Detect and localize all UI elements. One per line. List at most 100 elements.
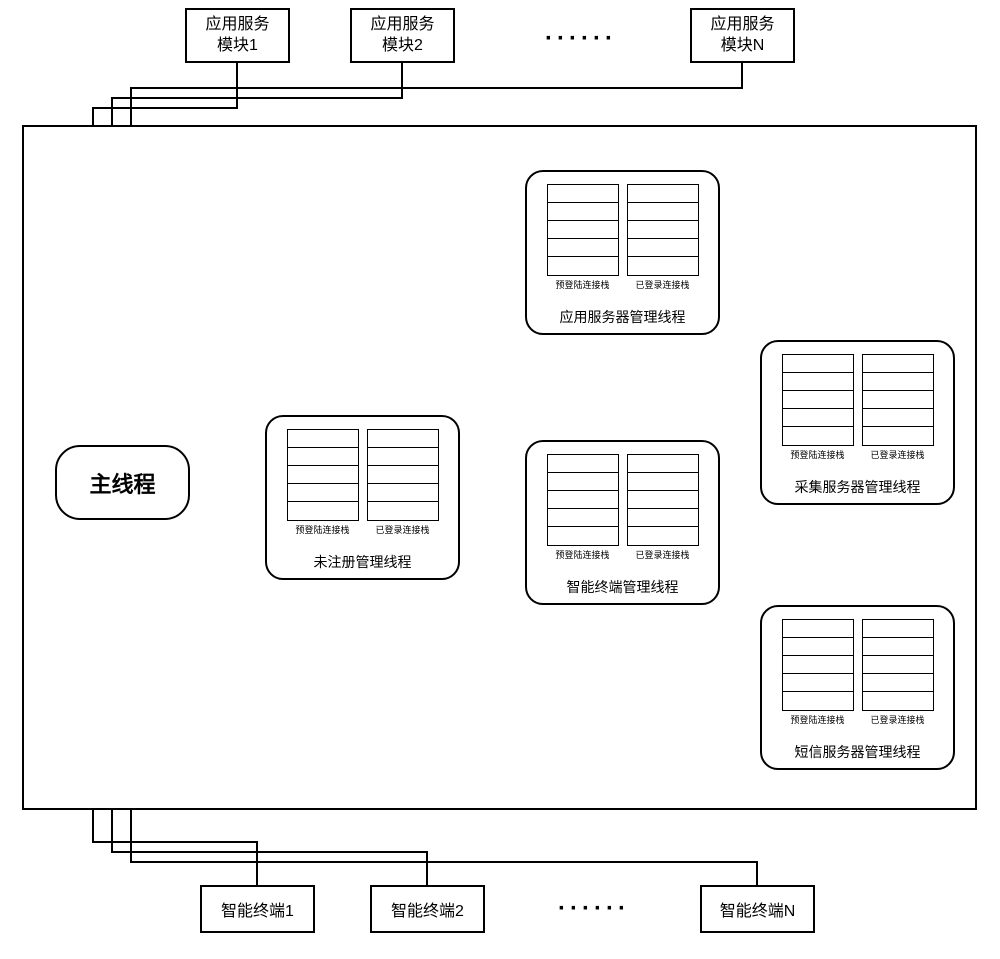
stack-row [288, 484, 358, 502]
stack-right [862, 354, 934, 446]
stack-row [548, 203, 618, 221]
stack-row [548, 239, 618, 257]
stack-col-left: 预登陆连接栈 [287, 429, 359, 536]
stack-row [368, 484, 438, 502]
stack-row [288, 466, 358, 484]
stack-pair: 预登陆连接栈已登录连接栈 [527, 454, 718, 561]
app-service-module-3: 应用服务 模块N [690, 8, 795, 63]
thread-label: 应用服务器管理线程 [527, 307, 718, 327]
stack-col-right: 已登录连接栈 [367, 429, 439, 536]
stack-row [628, 491, 698, 509]
app-service-module-1: 应用服务 模块1 [185, 8, 290, 63]
stack-col-right: 已登录连接栈 [627, 184, 699, 291]
stack-col-left: 预登陆连接栈 [547, 184, 619, 291]
stack-row [863, 674, 933, 692]
stack-row [288, 502, 358, 520]
smart-terminal-1: 智能终端1 [200, 885, 315, 933]
stack-right [627, 454, 699, 546]
thread-label: 智能终端管理线程 [527, 577, 718, 597]
stack-row [548, 257, 618, 275]
stack-row [548, 221, 618, 239]
stack-row [863, 373, 933, 391]
stack-row [288, 430, 358, 448]
stack-label-left: 预登陆连接栈 [547, 278, 619, 291]
stack-pair: 预登陆连接栈已登录连接栈 [762, 619, 953, 726]
stack-row [783, 656, 853, 674]
stack-row [548, 455, 618, 473]
app-service-module-2: 应用服务 模块2 [350, 8, 455, 63]
stack-row [863, 409, 933, 427]
stack-pair: 预登陆连接栈已登录连接栈 [762, 354, 953, 461]
stack-row [863, 391, 933, 409]
stack-row [628, 185, 698, 203]
stack-label-right: 已登录连接栈 [367, 523, 439, 536]
stack-right [627, 184, 699, 276]
stack-row [863, 692, 933, 710]
stack-row [783, 373, 853, 391]
stack-pair: 预登陆连接栈已登录连接栈 [267, 429, 458, 536]
stack-left [782, 619, 854, 711]
stack-row [548, 491, 618, 509]
stack-row [783, 355, 853, 373]
stack-row [548, 509, 618, 527]
stack-row [628, 239, 698, 257]
stack-row [628, 221, 698, 239]
stack-label-left: 预登陆连接栈 [287, 523, 359, 536]
smart-terminal-3: 智能终端N [700, 885, 815, 933]
stack-left [287, 429, 359, 521]
stack-row [628, 203, 698, 221]
thread-smart: 预登陆连接栈已登录连接栈智能终端管理线程 [525, 440, 720, 605]
stack-row [863, 620, 933, 638]
stack-row [783, 620, 853, 638]
stack-col-right: 已登录连接栈 [862, 619, 934, 726]
stack-row [368, 448, 438, 466]
stack-right [367, 429, 439, 521]
bottom-ellipsis: ······ [558, 895, 630, 923]
stack-left [547, 454, 619, 546]
stack-row [783, 409, 853, 427]
thread-label: 未注册管理线程 [267, 552, 458, 572]
stack-left [782, 354, 854, 446]
stack-row [548, 473, 618, 491]
stack-row [628, 527, 698, 545]
stack-right [862, 619, 934, 711]
stack-row [368, 502, 438, 520]
stack-label-left: 预登陆连接栈 [782, 448, 854, 461]
thread-collect: 预登陆连接栈已登录连接栈采集服务器管理线程 [760, 340, 955, 505]
stack-left [547, 184, 619, 276]
main-thread: 主线程 [55, 445, 190, 520]
stack-label-right: 已登录连接栈 [627, 278, 699, 291]
stack-col-left: 预登陆连接栈 [547, 454, 619, 561]
stack-row [628, 509, 698, 527]
stack-row [863, 427, 933, 445]
stack-row [783, 674, 853, 692]
smart-terminal-2: 智能终端2 [370, 885, 485, 933]
thread-label: 采集服务器管理线程 [762, 477, 953, 497]
stack-row [628, 473, 698, 491]
stack-row [863, 638, 933, 656]
thread-sms: 预登陆连接栈已登录连接栈短信服务器管理线程 [760, 605, 955, 770]
stack-label-left: 预登陆连接栈 [782, 713, 854, 726]
stack-row [863, 656, 933, 674]
thread-app: 预登陆连接栈已登录连接栈应用服务器管理线程 [525, 170, 720, 335]
stack-col-right: 已登录连接栈 [862, 354, 934, 461]
stack-row [628, 455, 698, 473]
stack-label-left: 预登陆连接栈 [547, 548, 619, 561]
thread-unreg: 预登陆连接栈已登录连接栈未注册管理线程 [265, 415, 460, 580]
stack-pair: 预登陆连接栈已登录连接栈 [527, 184, 718, 291]
stack-col-left: 预登陆连接栈 [782, 354, 854, 461]
stack-col-right: 已登录连接栈 [627, 454, 699, 561]
stack-row [548, 185, 618, 203]
stack-row [783, 391, 853, 409]
stack-row [783, 638, 853, 656]
top-ellipsis: ······ [545, 25, 617, 53]
thread-label: 短信服务器管理线程 [762, 742, 953, 762]
stack-row [628, 257, 698, 275]
stack-row [783, 692, 853, 710]
stack-row [863, 355, 933, 373]
stack-label-right: 已登录连接栈 [627, 548, 699, 561]
stack-row [288, 448, 358, 466]
stack-row [368, 430, 438, 448]
stack-label-right: 已登录连接栈 [862, 713, 934, 726]
stack-row [548, 527, 618, 545]
